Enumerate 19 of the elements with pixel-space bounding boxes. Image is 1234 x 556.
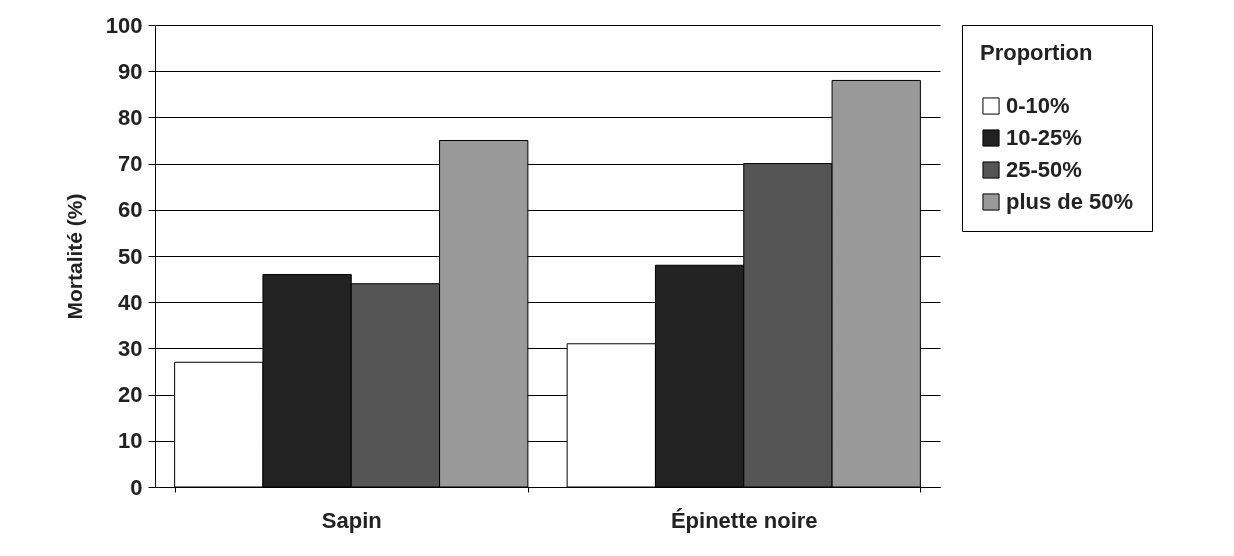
y-tick-label: 100 xyxy=(105,12,143,38)
x-tick-label: Sapin xyxy=(321,507,382,533)
y-tick-label: 60 xyxy=(118,197,143,223)
y-tick-label: 70 xyxy=(118,151,143,177)
y-tick-label: 40 xyxy=(118,289,143,315)
legend-title: Proportion xyxy=(980,40,1093,65)
y-tick-label: 80 xyxy=(118,104,143,130)
y-tick-label: 30 xyxy=(118,335,143,361)
y-tick-label: 0 xyxy=(130,474,143,500)
y-tick-label: 90 xyxy=(118,58,143,84)
x-tick-label: Épinette noire xyxy=(670,507,818,533)
legend-label: 0-10% xyxy=(1006,93,1070,118)
y-tick-label: 50 xyxy=(118,243,143,269)
y-axis-title: Mortalité (%) xyxy=(62,193,86,320)
legend-label: plus de 50% xyxy=(1006,189,1134,214)
y-tick-label: 10 xyxy=(118,428,143,454)
legend-label: 25-50% xyxy=(1006,157,1082,182)
legend-label: 10-25% xyxy=(1006,125,1082,150)
y-tick-label: 20 xyxy=(118,382,143,408)
